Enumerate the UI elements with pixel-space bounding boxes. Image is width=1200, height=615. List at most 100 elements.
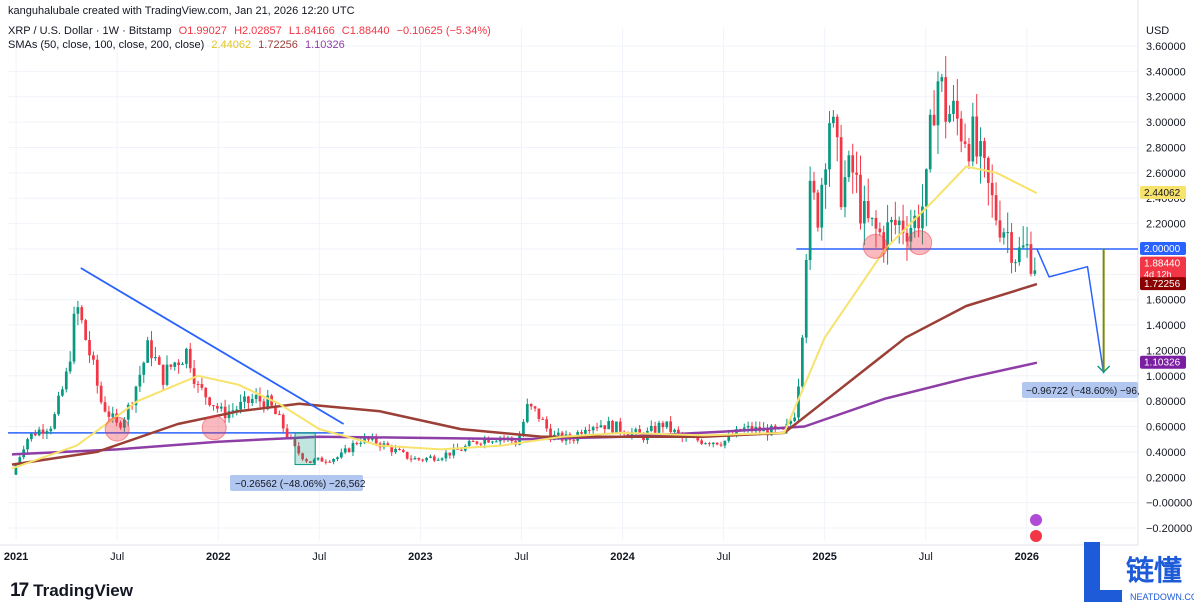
- x-tick-label: Jul: [312, 551, 326, 563]
- x-tick-label: Jul: [717, 551, 731, 563]
- x-tick-label: 2025: [812, 551, 836, 563]
- measure-label-2022: −0.26562 (−48.06%) −26,562: [235, 479, 366, 490]
- candle-body: [611, 421, 614, 433]
- candle-body: [440, 458, 444, 460]
- y-tick-label: 3.40000: [1146, 66, 1186, 78]
- price-tag-value: 1.72256: [1144, 279, 1181, 290]
- symbol-line: XRP / U.S. Dollar · 1W · Bitstamp O1.990…: [8, 24, 495, 38]
- candle-body: [770, 425, 773, 436]
- measure-label-bg-2022: [230, 475, 363, 491]
- candle-body: [1029, 244, 1033, 274]
- candle-body: [126, 404, 130, 420]
- ohlc-open: O1.99027: [178, 25, 227, 37]
- candle-body: [239, 401, 242, 410]
- price-tag[interactable]: [1140, 186, 1186, 200]
- candle-body: [146, 340, 149, 363]
- candle-body: [711, 442, 715, 445]
- price-tag[interactable]: [1140, 277, 1186, 291]
- candle-body: [188, 348, 192, 369]
- candle-body: [421, 459, 425, 461]
- y-tick-label: 1.00000: [1146, 371, 1186, 383]
- sma100-line[interactable]: [11, 282, 1038, 466]
- candle-body: [115, 413, 119, 423]
- candle-body: [890, 219, 893, 223]
- candle-body: [653, 425, 657, 433]
- candle-body: [998, 220, 1002, 238]
- y-tick-label: 0.80000: [1146, 396, 1186, 408]
- sma50-value: 2.44062: [211, 39, 252, 51]
- descending-trendline[interactable]: [80, 267, 345, 425]
- candle-body: [541, 418, 545, 420]
- highlight-circle[interactable]: [201, 415, 227, 441]
- candle-body: [618, 421, 622, 432]
- candle-body: [708, 443, 711, 445]
- highlight-circle[interactable]: [862, 233, 888, 259]
- candle-body: [72, 313, 76, 362]
- candle-body: [312, 459, 316, 463]
- candle-body: [157, 357, 161, 365]
- candle-body: [359, 442, 363, 444]
- candle-body: [870, 217, 874, 219]
- sma-label[interactable]: SMAs (50, close, 100, close, 200, close): [8, 39, 205, 51]
- candle-body: [266, 395, 270, 410]
- candle-body: [963, 141, 967, 144]
- projection-path[interactable]: [1036, 248, 1105, 374]
- candle-body: [797, 386, 800, 418]
- price-tag[interactable]: [1140, 241, 1186, 255]
- candle-body: [886, 222, 889, 250]
- currency-label[interactable]: USD: [1146, 25, 1169, 37]
- symbol-label[interactable]: XRP / U.S. Dollar · 1W · Bitstamp: [8, 25, 172, 37]
- candle-body: [545, 419, 549, 429]
- candle-body: [297, 446, 301, 454]
- candle-body: [746, 425, 750, 428]
- candle-body: [208, 397, 211, 406]
- candle-body: [254, 395, 258, 400]
- candle-body: [332, 459, 335, 462]
- candle-body: [928, 114, 932, 170]
- candle-body: [944, 77, 948, 122]
- candle-body: [491, 441, 494, 443]
- candle-body: [405, 451, 409, 459]
- candle-body: [119, 422, 122, 428]
- sma50-line[interactable]: [11, 165, 1038, 470]
- candle-body: [192, 368, 196, 384]
- price-tag[interactable]: [1140, 256, 1186, 281]
- candle-body: [61, 389, 64, 396]
- candle-body: [615, 421, 618, 433]
- candle-body: [26, 439, 29, 450]
- candle-body: [235, 409, 239, 411]
- sma100-value: 1.72256: [258, 39, 298, 51]
- flag-icon[interactable]: [1030, 530, 1042, 542]
- candle-body: [111, 413, 115, 417]
- candle-body: [250, 399, 254, 404]
- candle-body: [1017, 247, 1021, 263]
- candle-body: [556, 432, 560, 435]
- candle-body: [413, 458, 417, 460]
- candle-body: [444, 452, 448, 459]
- y-tick-label: 3.00000: [1146, 117, 1186, 129]
- candle-body: [878, 228, 882, 233]
- measure-box-2022[interactable]: [294, 432, 316, 466]
- candle-body: [30, 433, 33, 440]
- candle-body: [599, 425, 603, 428]
- candle-body: [835, 116, 839, 138]
- watermark-chars: 链懂: [1126, 555, 1182, 586]
- event-icon[interactable]: [1030, 514, 1042, 526]
- candle-body: [479, 443, 483, 445]
- highlight-circle[interactable]: [907, 230, 933, 256]
- candle-body: [320, 457, 324, 462]
- candle-body: [185, 348, 188, 364]
- candle-body: [983, 141, 986, 158]
- candle-body: [975, 116, 979, 157]
- highlight-circle[interactable]: [104, 416, 130, 442]
- candle-body: [448, 452, 452, 456]
- candle-body: [181, 363, 184, 365]
- y-tick-label: 1.20000: [1146, 345, 1186, 357]
- candle-body: [467, 441, 471, 446]
- sma-line: SMAs (50, close, 100, close, 200, close)…: [8, 38, 349, 52]
- tradingview-logo[interactable]: 17 TradingView: [10, 580, 133, 602]
- price-tag[interactable]: [1140, 355, 1186, 369]
- candle-body: [92, 355, 95, 360]
